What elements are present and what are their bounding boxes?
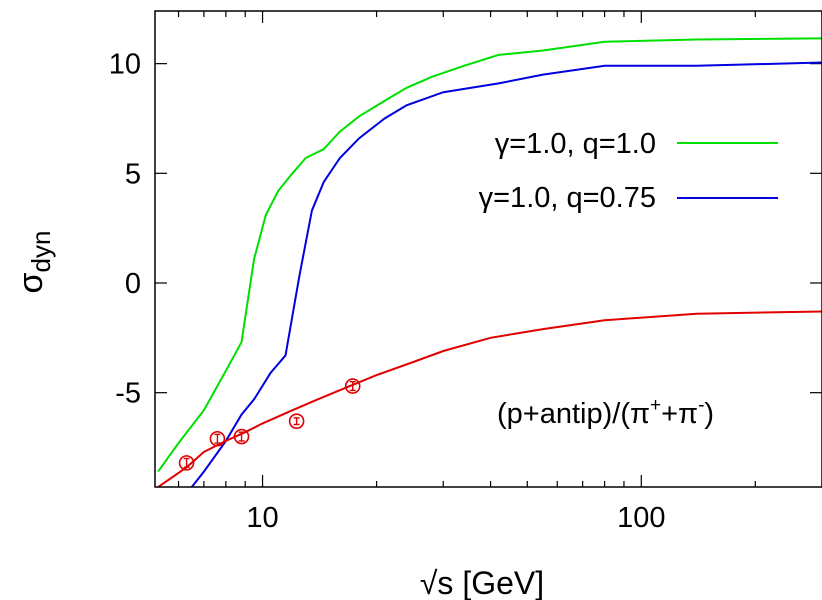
- x-tick-label: 100: [617, 502, 665, 534]
- annotation-suffix: ): [704, 398, 714, 430]
- data-point: [178, 455, 195, 471]
- annotation-sup-minus: -: [698, 395, 704, 416]
- annotation-sup-plus: +: [650, 395, 661, 416]
- data-point-marker: [344, 378, 361, 394]
- points-layer: [178, 378, 361, 471]
- series-line-3: [156, 310, 822, 487]
- y-tick-label: 10: [109, 49, 141, 81]
- x-axis-title: √s [GeV]: [420, 565, 544, 600]
- data-point: [209, 430, 226, 447]
- ratio-annotation: (p+antip)/(π++π-): [497, 395, 714, 430]
- data-point-marker: [233, 428, 250, 445]
- y-tick-label: -5: [115, 378, 141, 410]
- legend-label-2: γ=1.0, q=0.75: [479, 182, 656, 214]
- series-layer: [156, 37, 822, 487]
- data-point-marker: [288, 413, 305, 429]
- annotation-middle: +π: [661, 398, 698, 430]
- legend-label-1: γ=1.0, q=1.0: [495, 128, 656, 160]
- plot-frame: [154, 10, 822, 488]
- data-point-marker: [209, 430, 226, 447]
- y-tick-label: 0: [125, 268, 141, 300]
- data-point: [344, 378, 361, 394]
- svg-text:σdyn: σdyn: [12, 231, 56, 294]
- series-line-1: [157, 37, 822, 473]
- data-point: [233, 428, 250, 445]
- annotation-prefix: (p+antip)/(π: [497, 398, 650, 430]
- y-axis-title-main: σ: [12, 272, 50, 293]
- data-point: [288, 413, 305, 429]
- series-line-2: [190, 61, 822, 487]
- ticks-layer: 10 5 0 -5 10 100: [109, 11, 822, 534]
- y-axis-title: σdyn: [12, 231, 56, 294]
- x-tick-label: 10: [246, 502, 278, 534]
- y-tick-label: 5: [125, 158, 141, 190]
- data-point-marker: [178, 455, 195, 471]
- legend: γ=1.0, q=1.0 γ=1.0, q=0.75: [479, 128, 778, 214]
- y-axis-title-sub: dyn: [26, 231, 56, 273]
